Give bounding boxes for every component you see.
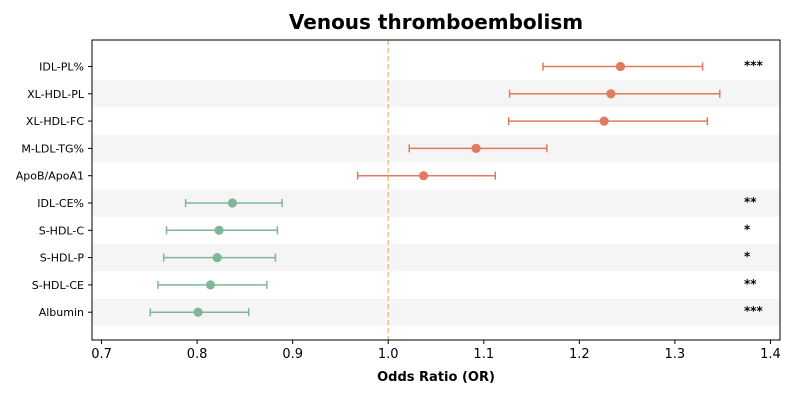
- x-tick-label: 1.4: [760, 347, 781, 362]
- point-estimate: [205, 280, 216, 290]
- x-tick-label: 0.9: [282, 347, 303, 362]
- point-estimate: [615, 61, 626, 72]
- significance-marker: **: [744, 277, 757, 291]
- plot-marks: ************: [149, 59, 764, 318]
- x-axis: 0.7 0.8 0.9 1.0 1.1 1.2 1.3 1.4: [91, 340, 781, 362]
- y-tick-label: IDL-CE%: [37, 197, 84, 210]
- significance-marker: **: [744, 195, 757, 209]
- x-tick-label: 0.7: [91, 347, 112, 362]
- point-estimate: [606, 89, 616, 99]
- x-tick-label: 1.2: [569, 347, 590, 362]
- y-tick-label: S-HDL-CE: [32, 279, 84, 292]
- point-estimate: [227, 198, 238, 208]
- y-axis: IDL-PL% XL-HDL-PL XL-HDL-FC M-LDL-TG% ApoB/A…: [16, 61, 92, 319]
- y-tick-label: XL-HDL-FC: [26, 115, 84, 128]
- x-tick-label: 1.3: [665, 347, 686, 362]
- y-tick-label: M-LDL-TG%: [21, 142, 84, 155]
- y-tick-label: IDL-PL%: [39, 61, 84, 74]
- significance-marker: ***: [744, 59, 764, 73]
- significance-marker: *: [744, 222, 751, 236]
- y-tick-label: Albumin: [39, 306, 84, 319]
- x-tick-label: 1.1: [473, 347, 494, 362]
- y-tick-label: XL-HDL-PL: [27, 88, 85, 101]
- significance-marker: *: [744, 250, 751, 264]
- point-estimate: [212, 253, 222, 263]
- point-estimate: [599, 116, 609, 126]
- y-tick-label: S-HDL-C: [39, 224, 85, 237]
- plot-frame: [91, 39, 781, 341]
- point-estimate: [214, 225, 224, 235]
- chart-title: Venous thromboembolism: [289, 10, 583, 34]
- x-axis-title: Odds Ratio (OR): [377, 370, 495, 385]
- x-tick-label: 1.0: [378, 347, 399, 362]
- point-estimate: [418, 171, 429, 181]
- significance-marker: ***: [744, 304, 764, 318]
- y-tick-label: ApoB/ApoA1: [16, 170, 84, 183]
- y-tick-label: S-HDL-P: [40, 252, 85, 265]
- point-estimate: [193, 307, 203, 317]
- x-tick-label: 0.8: [187, 347, 208, 362]
- point-estimate: [471, 143, 481, 153]
